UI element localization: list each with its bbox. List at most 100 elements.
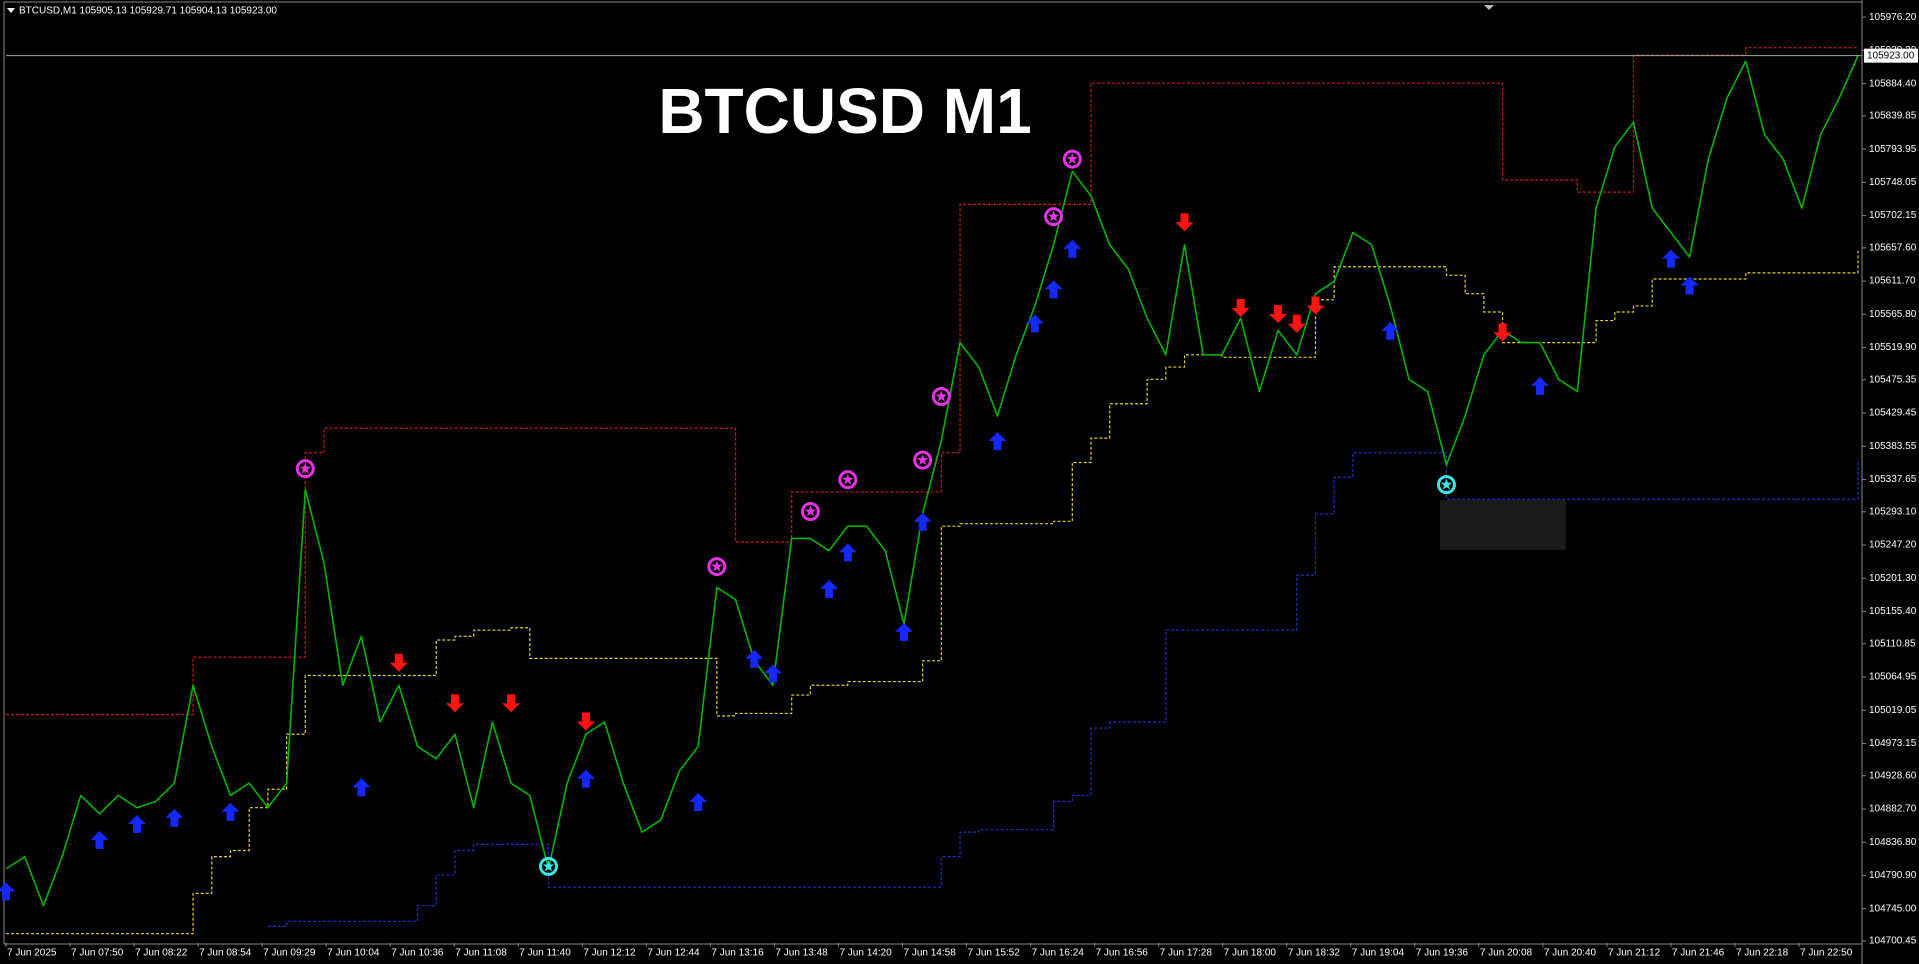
- sell-arrow: [1269, 305, 1288, 324]
- y-tick-label: 105064.95: [1869, 672, 1917, 683]
- y-tick-label: 105748.05: [1869, 177, 1917, 188]
- x-tick-label: 7 Jun 14:58: [904, 948, 957, 959]
- buy-arrow: [352, 778, 371, 797]
- sell-arrow: [389, 653, 408, 672]
- buy-arrow: [1530, 376, 1549, 395]
- y-tick-label: 105884.40: [1869, 78, 1917, 89]
- current-price-label: 105923.00: [1867, 50, 1915, 61]
- star: [542, 860, 555, 872]
- buy-arrow: [576, 769, 595, 788]
- sell-arrow: [1287, 314, 1306, 333]
- buy-arrow: [1381, 321, 1400, 340]
- buy-arrow: [1025, 314, 1044, 333]
- buy-arrow: [988, 431, 1007, 450]
- buy-arrow: [0, 882, 15, 901]
- x-tick-label: 7 Jun 12:12: [583, 948, 636, 959]
- star: [711, 560, 723, 572]
- band-line: [6, 250, 1859, 935]
- star-marker: [800, 501, 820, 521]
- x-tick-label: 7 Jun 08:54: [199, 948, 252, 959]
- buy-arrow: [221, 802, 240, 821]
- star-marker: [1062, 149, 1082, 169]
- sell-arrow: [1175, 213, 1194, 232]
- star: [299, 462, 312, 474]
- y-tick-label: 105475.35: [1869, 374, 1917, 385]
- y-tick-label: 105201.30: [1869, 573, 1917, 584]
- star-ring: [1062, 149, 1082, 169]
- shift-marker: [1484, 5, 1494, 10]
- sell-arrow: [1306, 296, 1325, 315]
- x-tick-label: 7 Jun 19:04: [1352, 948, 1405, 959]
- buy-arrow: [165, 808, 184, 827]
- y-tick-label: 105611.70: [1869, 276, 1916, 287]
- buy-arrow: [894, 622, 913, 641]
- x-tick-label: 7 Jun 2025: [7, 948, 57, 959]
- star: [1066, 153, 1079, 164]
- x-tick-label: 7 Jun 16:56: [1096, 948, 1149, 959]
- star-marker: [539, 856, 559, 876]
- buy-arrow: [763, 664, 782, 683]
- x-tick-label: 7 Jun 21:12: [1608, 948, 1661, 959]
- star: [935, 390, 948, 402]
- buy-arrow: [689, 792, 708, 811]
- star-marker: [707, 557, 727, 577]
- y-tick-label: 105839.85: [1869, 111, 1917, 122]
- star-ring: [295, 459, 315, 479]
- sell-arrow: [1231, 298, 1250, 317]
- star: [1440, 478, 1453, 490]
- star-ring: [913, 450, 933, 470]
- buy-arrow: [1044, 280, 1063, 299]
- y-tick-label: 105519.90: [1869, 342, 1917, 353]
- x-tick-label: 7 Jun 11:40: [519, 948, 571, 959]
- star-marker: [913, 450, 933, 470]
- star-ring: [1436, 475, 1456, 495]
- y-tick-label: 105657.60: [1869, 243, 1917, 254]
- buy-arrow: [820, 580, 839, 599]
- y-tick-label: 104882.70: [1869, 804, 1917, 815]
- y-tick-label: 104790.90: [1869, 870, 1917, 881]
- x-tick-label: 7 Jun 19:36: [1416, 948, 1469, 959]
- x-tick-label: 7 Jun 21:46: [1672, 948, 1725, 959]
- y-tick-label: 105383.55: [1869, 441, 1917, 452]
- star: [804, 505, 817, 517]
- x-tick-label: 7 Jun 18:32: [1288, 948, 1341, 959]
- star-ring: [539, 856, 559, 876]
- star-ring: [1044, 207, 1064, 227]
- x-tick-label: 7 Jun 13:48: [775, 948, 828, 959]
- x-tick-label: 7 Jun 14:20: [839, 948, 892, 959]
- x-tick-label: 7 Jun 10:04: [327, 948, 380, 959]
- star-ring: [800, 501, 820, 521]
- buy-arrow: [127, 814, 146, 833]
- x-tick-label: 7 Jun 22:50: [1800, 948, 1853, 959]
- star-marker: [295, 459, 315, 479]
- star: [842, 473, 854, 485]
- y-tick-label: 105793.95: [1869, 144, 1917, 155]
- menu-triangle: [7, 8, 15, 13]
- star-marker: [1436, 475, 1456, 495]
- y-tick-label: 104700.45: [1869, 936, 1917, 947]
- y-tick-label: 104928.60: [1869, 770, 1917, 781]
- x-tick-label: 7 Jun 15:52: [968, 948, 1021, 959]
- y-tick-label: 105293.10: [1869, 506, 1917, 517]
- x-tick-label: 7 Jun 17:28: [1160, 948, 1213, 959]
- y-tick-label: 104745.00: [1869, 903, 1917, 914]
- y-tick-label: 105019.05: [1869, 705, 1917, 716]
- symbol-header: BTCUSD,M1 105905.13 105929.71 105904.13 …: [19, 6, 277, 17]
- x-tick-label: 7 Jun 22:18: [1736, 948, 1789, 959]
- y-tick-label: 104836.80: [1869, 837, 1917, 848]
- y-tick-label: 105429.45: [1869, 408, 1917, 419]
- y-tick-label: 105976.20: [1869, 12, 1917, 23]
- buy-arrow: [838, 543, 857, 562]
- y-tick-label: 105155.40: [1869, 606, 1917, 617]
- star: [916, 454, 929, 465]
- y-tick-label: 105565.80: [1869, 309, 1917, 320]
- x-tick-label: 7 Jun 09:29: [263, 948, 316, 959]
- star-ring: [838, 470, 858, 490]
- x-tick-label: 7 Jun 11:08: [455, 948, 507, 959]
- y-tick-label: 105247.20: [1869, 540, 1917, 551]
- price-line: [5, 55, 1859, 907]
- buy-arrow: [1661, 249, 1680, 268]
- buy-arrow: [1063, 239, 1082, 258]
